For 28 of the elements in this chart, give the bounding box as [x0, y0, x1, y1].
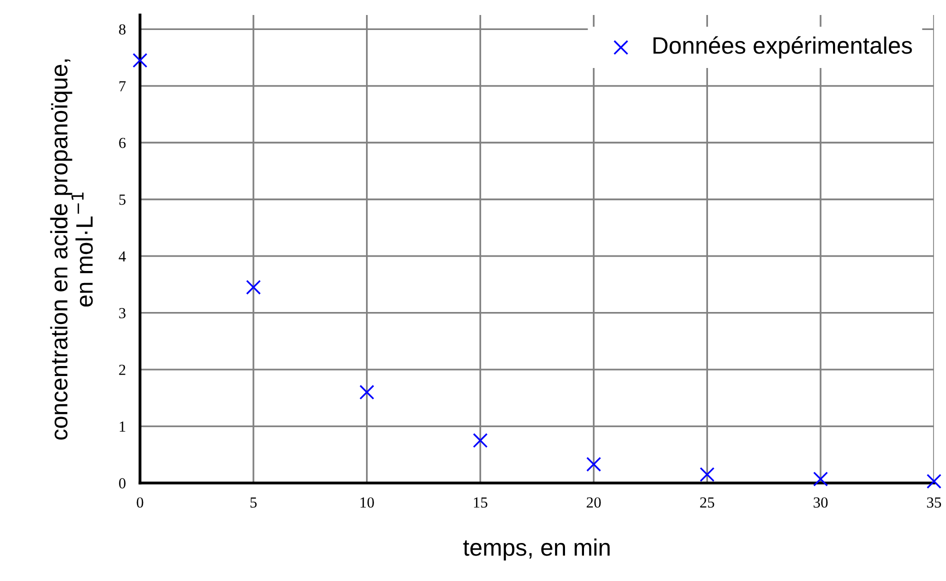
point — [926, 474, 942, 489]
y-tick-label: 1 — [120, 421, 126, 432]
y-tick-label: 6 — [119, 138, 126, 148]
y-tick-label: 0 — [119, 478, 126, 488]
x-tick-label: 10 — [360, 497, 374, 508]
x-tick-label: 35 — [927, 497, 942, 508]
legend-label: Données expérimentales — [654, 36, 912, 59]
y-tick-label: 4 — [118, 251, 126, 262]
point — [700, 467, 715, 482]
x-tick-label: 20 — [586, 497, 601, 508]
y-axis-title: concentration en acide propanoïque, en mol·L$^{−1}$ — [50, 59, 93, 440]
y-tick-label: 5 — [119, 194, 126, 205]
x-axis-title: temps, en min — [463, 538, 610, 561]
point — [586, 456, 602, 472]
point — [813, 472, 828, 486]
y-tick-label: 2 — [119, 364, 126, 375]
y-tick-label: 3 — [119, 308, 126, 318]
y-tick-label: 7 — [119, 81, 126, 92]
point — [132, 52, 148, 68]
point — [246, 280, 261, 295]
x-tick-label: 25 — [700, 497, 714, 508]
x-tick-label: 30 — [814, 497, 828, 508]
x-tick-label: 0 — [136, 497, 144, 508]
point — [359, 384, 374, 400]
x-tick-label: 5 — [250, 497, 257, 508]
x-tick-label: 15 — [474, 497, 488, 508]
point — [472, 433, 488, 448]
y-tick-label: 8 — [119, 24, 126, 35]
